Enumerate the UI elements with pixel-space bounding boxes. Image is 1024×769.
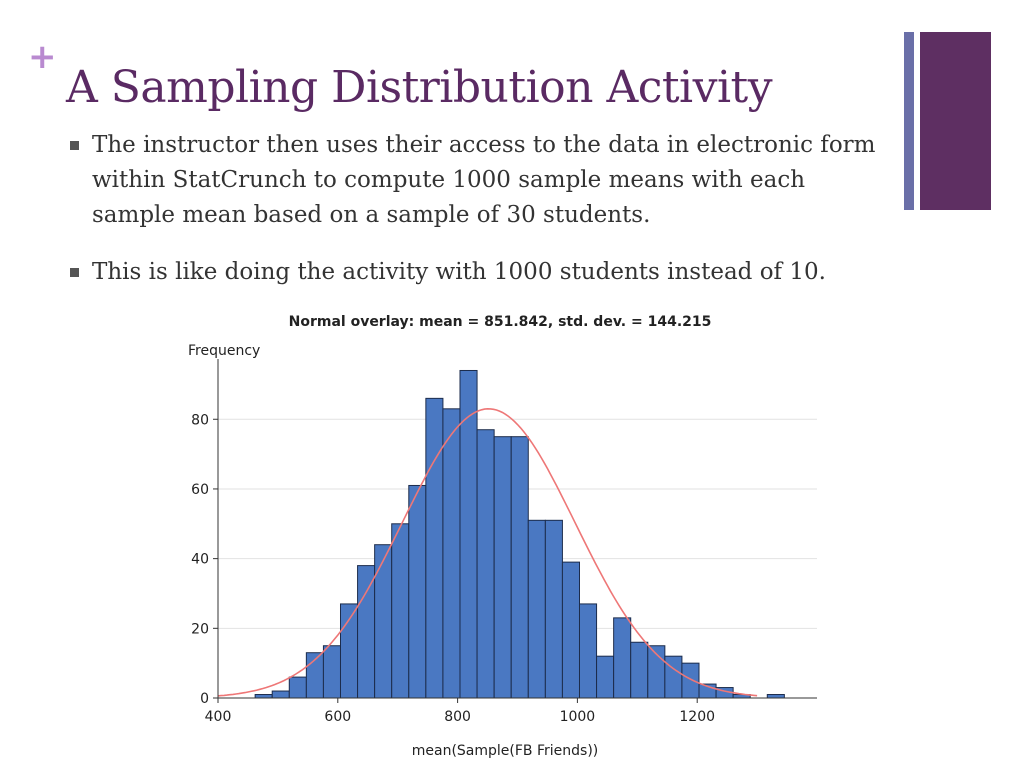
histogram-bar [339, 603, 359, 699]
histogram-bar [357, 565, 376, 699]
y-tick-label: 40 [191, 552, 209, 568]
slide-title: A Sampling Distribution Activity [66, 62, 773, 113]
accent-bar-thick [920, 32, 991, 210]
y-tick-label: 60 [191, 482, 209, 498]
histogram-bar [442, 408, 461, 699]
histogram-bar [510, 436, 529, 699]
histogram-bar [322, 645, 341, 699]
x-tick-label: 1200 [679, 709, 715, 725]
y-tick-label: 0 [200, 691, 209, 707]
x-tick-label: 600 [324, 709, 351, 725]
plus-icon: + [28, 37, 57, 77]
bullet-text: The instructor then uses their access to… [92, 132, 876, 228]
bullet-item: This is like doing the activity with 100… [70, 255, 890, 290]
histogram-bar [766, 694, 785, 699]
y-axis-label: Frequency [188, 343, 260, 359]
bullet-square-icon [70, 268, 79, 277]
histogram-bar [664, 655, 683, 699]
x-axis-label: mean(Sample(FB Friends)) [412, 743, 599, 759]
histogram-svg: Normal overlay: mean = 851.842, std. dev… [188, 314, 817, 759]
histogram-bar [613, 617, 632, 699]
y-tick-label: 80 [191, 412, 209, 428]
x-tick-label: 1000 [560, 709, 596, 725]
x-tick-label: 800 [444, 709, 471, 725]
x-tick-label: 400 [205, 709, 232, 725]
histogram-bar [493, 436, 512, 699]
histogram-bar [630, 641, 649, 699]
histogram-bar [596, 655, 615, 699]
histogram-chart: Normal overlay: mean = 851.842, std. dev… [180, 305, 830, 765]
histogram-bar [271, 690, 290, 699]
normal-overlay-curve [217, 407, 758, 697]
histogram-bar [425, 397, 444, 699]
histogram-bar [544, 519, 563, 699]
accent-bar-thin [904, 32, 914, 210]
chart-title: Normal overlay: mean = 851.842, std. dev… [289, 314, 712, 330]
histogram-bar [681, 662, 700, 699]
bullet-list: The instructor then uses their access to… [70, 128, 890, 312]
histogram-bar [527, 519, 546, 699]
bullet-square-icon [70, 141, 79, 150]
histogram-bar [578, 603, 598, 699]
bullet-item: The instructor then uses their access to… [70, 128, 890, 233]
histogram-bar [561, 561, 580, 699]
histogram-bar [476, 429, 495, 699]
histogram-bar [391, 523, 410, 699]
histogram-bar [254, 694, 273, 699]
bullet-text: This is like doing the activity with 100… [92, 259, 826, 285]
y-tick-label: 20 [191, 621, 209, 637]
histogram-bar [374, 544, 393, 699]
histogram-bar [459, 369, 478, 699]
histogram-bar [408, 484, 427, 699]
histogram-bar [288, 676, 307, 699]
